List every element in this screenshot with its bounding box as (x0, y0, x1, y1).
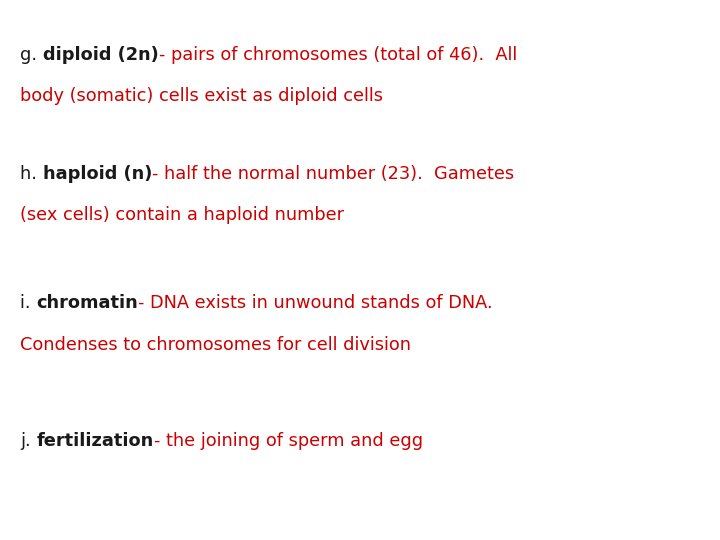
Text: - DNA exists in unwound stands of DNA.: - DNA exists in unwound stands of DNA. (138, 294, 492, 312)
Text: - the joining of sperm and egg: - the joining of sperm and egg (153, 432, 423, 450)
Text: j.: j. (20, 432, 37, 450)
Text: g.: g. (20, 46, 42, 64)
Text: fertilization: fertilization (37, 432, 153, 450)
Text: chromatin: chromatin (36, 294, 138, 312)
Text: - half the normal number (23).  Gametes: - half the normal number (23). Gametes (152, 165, 514, 183)
Text: i.: i. (20, 294, 36, 312)
Text: haploid (n): haploid (n) (42, 165, 152, 183)
Text: Condenses to chromosomes for cell division: Condenses to chromosomes for cell divisi… (20, 336, 411, 354)
Text: body (somatic) cells exist as diploid cells: body (somatic) cells exist as diploid ce… (20, 87, 383, 105)
Text: diploid (2n): diploid (2n) (42, 46, 158, 64)
Text: (sex cells) contain a haploid number: (sex cells) contain a haploid number (20, 206, 344, 224)
Text: - pairs of chromosomes (total of 46).  All: - pairs of chromosomes (total of 46). Al… (158, 46, 517, 64)
Text: h.: h. (20, 165, 42, 183)
